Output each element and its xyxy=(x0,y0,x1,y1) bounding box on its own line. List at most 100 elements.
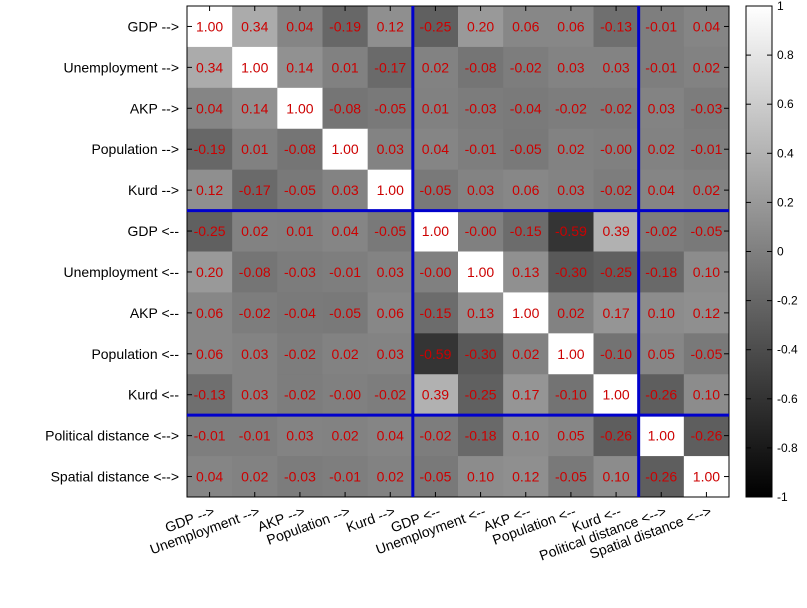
cell-value-label: 0.03 xyxy=(286,428,313,444)
cell-value-label: 0.17 xyxy=(512,387,539,403)
heatmap-cell xyxy=(277,46,323,89)
cell-value-label: 0.34 xyxy=(241,18,268,34)
cell-value-label: 1.00 xyxy=(602,387,629,403)
heatmap-cells xyxy=(187,6,730,498)
cell-value-label: -0.01 xyxy=(329,469,361,485)
cell-value-label: 0.04 xyxy=(286,18,313,34)
heatmap-cell xyxy=(593,333,640,375)
heatmap-cell xyxy=(412,456,459,498)
heatmap-cell xyxy=(593,6,640,48)
heatmap-cell xyxy=(458,46,504,89)
heatmap-cell xyxy=(638,456,685,498)
cell-value-label: 1.00 xyxy=(331,141,358,157)
cell-value-label: 0.06 xyxy=(512,182,539,198)
cell-value-label: -0.03 xyxy=(690,100,722,116)
cell-value-label: 0.10 xyxy=(693,387,720,403)
heatmap-cell xyxy=(593,46,640,89)
cell-value-label: -0.02 xyxy=(284,346,316,362)
cell-value-label: -0.59 xyxy=(555,223,587,239)
heatmap-cell xyxy=(322,415,369,457)
heatmap-cell xyxy=(638,333,685,375)
cell-value-label: 0.03 xyxy=(602,59,629,75)
heatmap-cell xyxy=(277,333,323,375)
cell-value-label: -0.02 xyxy=(419,428,451,444)
heatmap-cell xyxy=(503,46,549,89)
heatmap-cell xyxy=(277,128,323,171)
cell-value-label: -0.00 xyxy=(419,264,451,280)
row-label: Population --> xyxy=(91,141,179,157)
cell-value-label: 0.17 xyxy=(602,305,629,321)
axis-ticks xyxy=(187,6,729,497)
heatmap-cell xyxy=(367,292,414,334)
heatmap-cell xyxy=(458,128,504,171)
heatmap-cell xyxy=(593,292,640,334)
heatmap-cell xyxy=(232,210,278,252)
heatmap-cell xyxy=(367,169,414,212)
heatmap-cell xyxy=(548,456,594,498)
cell-value-label: 0.10 xyxy=(602,469,629,485)
colorbar-tick-label: 0.2 xyxy=(777,195,794,209)
cell-value-label: 1.00 xyxy=(286,100,313,116)
cell-value-label: 1.00 xyxy=(196,18,223,34)
heatmap-cell xyxy=(277,292,323,334)
row-label: Unemployment <-- xyxy=(63,264,179,280)
heatmap-cell xyxy=(503,456,549,498)
heatmap-cell xyxy=(548,210,594,252)
column-label: Kurd --> xyxy=(344,503,397,535)
row-label: GDP --> xyxy=(128,18,179,34)
heatmap-cell xyxy=(593,128,640,171)
heatmap-cell xyxy=(232,333,278,375)
cell-value-label: -0.26 xyxy=(645,387,677,403)
cell-value-label: 0.39 xyxy=(602,223,629,239)
cell-value-label: 1.00 xyxy=(512,305,539,321)
heatmap-cell xyxy=(503,210,549,252)
heatmap-cell xyxy=(367,456,414,498)
cell-value-label: 0.04 xyxy=(422,141,449,157)
heatmap-cell xyxy=(683,456,730,498)
cell-value-label: 0.12 xyxy=(512,469,539,485)
heatmap-cell xyxy=(412,374,459,416)
heatmap-cell xyxy=(683,169,730,212)
heatmap-cell xyxy=(593,456,640,498)
row-label: Spatial distance <--> xyxy=(51,469,179,485)
row-labels: GDP --> Unemployment --> AKP --> Population… xyxy=(45,18,179,484)
cell-value-label: 0.06 xyxy=(377,305,404,321)
cell-value-label: 0.10 xyxy=(512,428,539,444)
heatmap-cell xyxy=(277,251,323,293)
heatmap-cell xyxy=(232,456,278,498)
heatmap-cell xyxy=(503,415,549,457)
cell-value-label: -0.25 xyxy=(600,264,632,280)
heatmap-cell xyxy=(503,87,549,130)
heatmap-cell xyxy=(367,415,414,457)
heatmap-cell xyxy=(412,6,459,48)
row-label: Unemployment --> xyxy=(63,59,179,75)
heatmap-cell xyxy=(232,87,278,130)
cell-value-label: -0.04 xyxy=(510,100,542,116)
heatmap-cell xyxy=(683,6,730,48)
cell-value-label: -0.01 xyxy=(690,141,722,157)
heatmap-cell xyxy=(548,169,594,212)
heatmap-cell xyxy=(593,169,640,212)
cell-value-label: -0.26 xyxy=(690,428,722,444)
heatmap-cell xyxy=(458,374,504,416)
cell-value-label: -0.13 xyxy=(194,387,226,403)
heatmap-cell xyxy=(322,169,369,212)
heatmap-cell xyxy=(503,6,549,48)
heatmap-cell xyxy=(277,415,323,457)
cell-value-label: 0.03 xyxy=(377,264,404,280)
heatmap-cell xyxy=(458,251,504,293)
heatmap-cell xyxy=(638,87,685,130)
heatmap-cell xyxy=(232,374,278,416)
cell-value-label: -0.01 xyxy=(239,428,271,444)
cell-value-label: 0.04 xyxy=(196,469,223,485)
cell-value-label: 0.12 xyxy=(693,305,720,321)
cell-value-label: 0.01 xyxy=(241,141,268,157)
cell-value-label: -0.08 xyxy=(284,141,316,157)
heatmap-cell xyxy=(548,333,594,375)
cell-value-label: -0.17 xyxy=(239,182,271,198)
cell-value-label: 0.02 xyxy=(422,59,449,75)
heatmap-cell xyxy=(412,333,459,375)
cell-value-label: 0.04 xyxy=(377,428,404,444)
heatmap-cell xyxy=(458,210,504,252)
heatmap-cell xyxy=(593,210,640,252)
